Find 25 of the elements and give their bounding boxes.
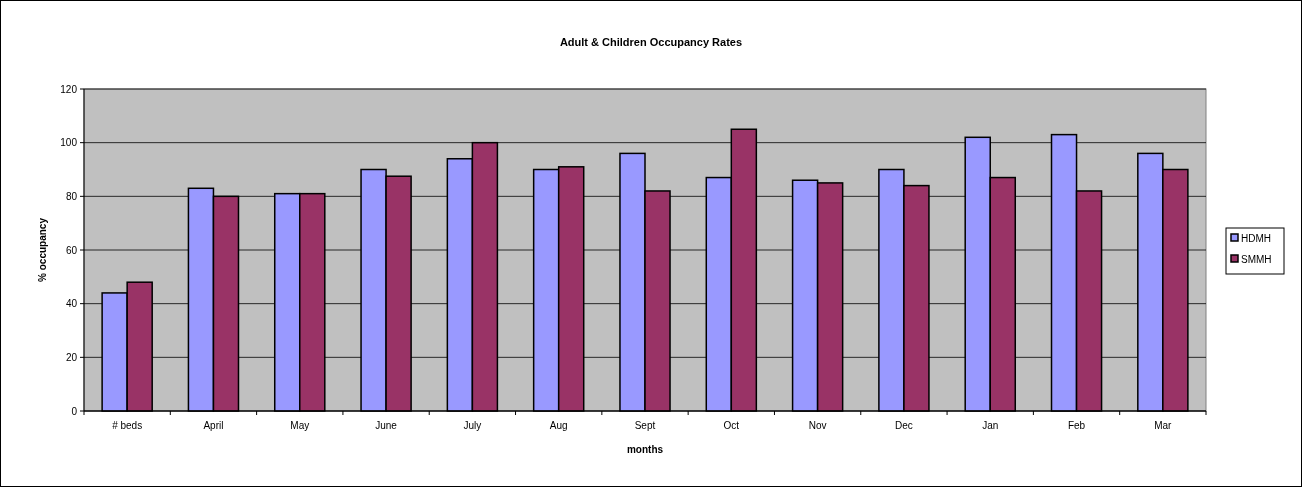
y-tick-label: 80 <box>65 190 78 202</box>
x-tick-label: Sept <box>634 420 656 431</box>
x-tick-label: April <box>203 420 224 431</box>
x-tick-label: Feb <box>1067 420 1086 431</box>
x-tick-label: # beds <box>112 420 143 431</box>
y-tick-label: 60 <box>65 244 78 256</box>
y-tick-label: 0 <box>71 405 78 417</box>
x-axis-title: months <box>626 444 664 455</box>
y-tick-label: 40 <box>65 298 78 310</box>
x-tick-label: Dec <box>895 420 913 431</box>
y-tick-label: 20 <box>65 351 78 363</box>
x-tick-label: Oct <box>723 420 740 431</box>
y-tick-label: 100 <box>60 137 78 149</box>
y-axis-title: % occupancy <box>37 217 48 282</box>
x-tick-label: Nov <box>808 420 827 431</box>
x-tick-label: July <box>463 420 482 431</box>
x-tick-label: Mar <box>1154 420 1173 431</box>
x-tick-label: Jan <box>982 420 999 431</box>
legend-label: SMMH <box>1241 253 1272 265</box>
x-tick-label: June <box>375 420 398 431</box>
y-tick-label: 120 <box>60 83 78 95</box>
chart-title: Adult & Children Occupancy Rates <box>559 36 743 48</box>
x-tick-label: Aug <box>549 420 568 431</box>
x-tick-label: May <box>290 420 310 431</box>
legend-label: HDMH <box>1241 232 1271 244</box>
